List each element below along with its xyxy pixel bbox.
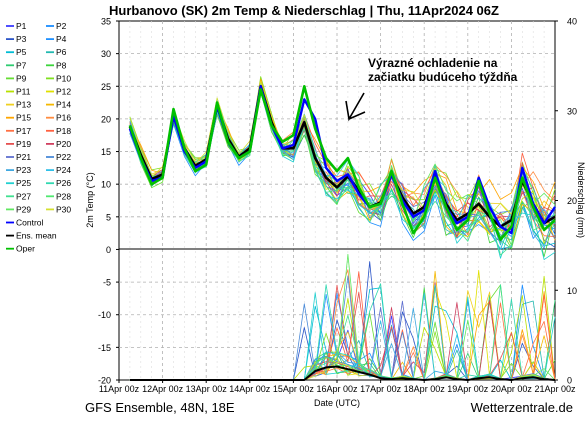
y-axis-left-label: 2m Temp (°C) [85,172,95,227]
x-tick-label: 15Apr 00z [273,384,315,394]
y-tick-label-left: 0 [106,245,111,255]
annotation-line-1: Výrazné ochladenie na [368,56,498,70]
x-tick-label: 19Apr 00z [447,384,489,394]
chart-title: Hurbanovo (SK) 2m Temp & Niederschlag | … [109,3,499,18]
legend-entry: Ens. mean [16,231,57,241]
x-tick-label: 13Apr 00z [186,384,228,394]
y-tick-label-left: -10 [98,310,111,320]
y-tick-label-left: 10 [101,180,111,190]
series-line-control [128,85,556,235]
x-tick-label: 21Apr 00z [534,384,576,394]
legend-entry: P17 [16,126,31,136]
x-tick-label: 11Apr 00z [99,384,140,394]
x-tick-label: 16Apr 00z [316,384,358,394]
y-tick-label-left: 25 [101,82,111,92]
grid [119,21,555,380]
x-axis: 11Apr 00z 12Apr 00z 13Apr 00z 14Apr 00z 15Ap… [99,380,576,394]
legend-entry: P13 [16,100,31,110]
legend-entry: P18 [56,126,71,136]
legend-entry: P20 [56,139,71,149]
y-tick-label-left: 5 [106,212,111,222]
legend-entry: P14 [56,100,71,110]
legend-entry: P30 [56,204,71,214]
legend-entry: P10 [56,73,71,83]
annotation-arrow-icon [345,92,366,122]
legend-entry: P27 [16,191,31,201]
y-tick-label-left: 15 [101,147,111,157]
legend-entry: P15 [16,113,31,123]
legend-entry: P1 [16,21,27,31]
y-tick-label-left: -5 [103,278,111,288]
footer-site: Wetterzentrale.de [471,400,573,415]
x-tick-label: 12Apr 00z [142,384,184,394]
y-axis-left: 35 30 25 20 15 10 5 0 -5 -10 -15 -20 [98,17,119,386]
series-lines [128,85,556,381]
x-tick-label: 18Apr 00z [404,384,446,394]
legend-entry: P24 [56,165,71,175]
x-tick-label: 20Apr 00z [491,384,533,394]
annotation: Výrazné ochladenie na začiatku budúceho … [345,56,518,122]
y-axis-right-label: Niederschlag (mm) [576,162,586,238]
legend-entry: P2 [56,21,67,31]
legend-entry: P19 [16,139,31,149]
legend-entry: Control [16,218,44,228]
x-axis-label: Date (UTC) [314,398,360,408]
y-axis-right: 40 30 20 10 0 [555,17,577,386]
x-tick-label: 17Apr 00z [360,384,402,394]
y-tick-label-right: 10 [567,286,577,296]
legend-entry: P21 [16,152,31,162]
legend-entry: P29 [16,204,31,214]
legend-entry: P28 [56,191,71,201]
y-tick-label-left: 30 [101,49,111,59]
legend-entry: P23 [16,165,31,175]
legend-entry: P26 [56,178,71,188]
legend-entry: P9 [16,73,27,83]
legend-entry: P3 [16,34,27,44]
legend-entry: P8 [56,60,67,70]
legend-entry: P5 [16,47,27,57]
legend-entry: P6 [56,47,67,57]
legend-entry: P4 [56,34,67,44]
y-tick-label-left: -20 [98,376,111,386]
legend-entry: P12 [56,87,71,97]
legend-entry: P16 [56,113,71,123]
y-tick-label-right: 0 [567,376,572,386]
y-tick-label-right: 30 [567,106,577,116]
legend-entry: Oper [16,244,35,254]
legend-entry: P11 [16,87,31,97]
y-tick-label-left: 35 [101,17,111,27]
legend-entry: P25 [16,178,31,188]
series-line-ens-mean [128,85,556,228]
legend-entry: P7 [16,60,27,70]
y-tick-label-right: 40 [567,17,577,27]
y-tick-label-left: 20 [101,114,111,124]
footer-source: GFS Ensemble, 48N, 18E [85,400,235,415]
x-tick-label: 14Apr 00z [229,384,271,394]
y-tick-label-right: 20 [567,196,577,206]
y-tick-label-left: -15 [98,343,111,353]
legend-entry: P22 [56,152,71,162]
series-line-oper [128,85,556,241]
series-line-ens-mean-precip [129,365,556,381]
legend: P1 P2 P3 P4 P5 P6 P7 P8 P9 P10 P11 P12 P13 P14 P15 P16 P… [6,21,71,254]
annotation-line-2: začiatku budúceho týždňa [368,70,518,84]
